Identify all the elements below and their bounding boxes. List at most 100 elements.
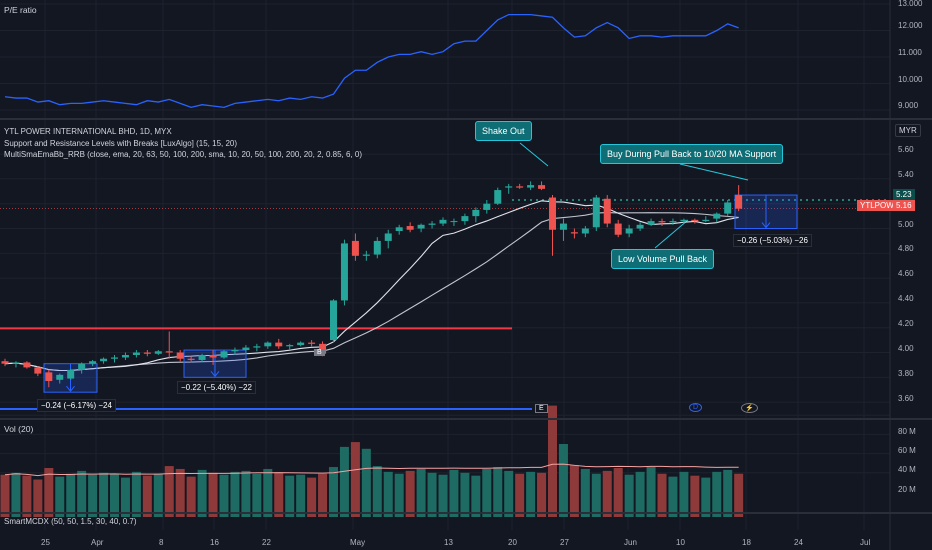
- pe-tick: 10.000: [898, 75, 923, 84]
- buy-pullback-callout[interactable]: Buy During Pull Back to 10/20 MA Support: [600, 144, 784, 164]
- candle-body: [636, 224, 644, 229]
- date-tick: May: [350, 538, 366, 547]
- currency-button[interactable]: MYR: [895, 124, 921, 137]
- volume-bar: [723, 469, 733, 517]
- date-tick: 20: [508, 538, 517, 547]
- volume-bar: [537, 472, 547, 517]
- volume-bar: [712, 471, 722, 517]
- volume-bar: [635, 471, 645, 517]
- volume-bar: [372, 466, 382, 517]
- date-tick: Jun: [624, 538, 637, 547]
- indicator-1-title[interactable]: Support and Resistance Levels with Break…: [4, 139, 238, 148]
- candle-body: [111, 357, 118, 359]
- volume-bar: [175, 468, 185, 517]
- volume-bar: [219, 474, 229, 517]
- volume-bar: [493, 467, 503, 517]
- date-tick: 10: [676, 538, 685, 547]
- volume-bar: [482, 468, 492, 517]
- candle-body: [286, 345, 294, 347]
- volume-bar: [526, 471, 536, 517]
- volume-bar: [646, 467, 656, 517]
- last-price-tag: 5.16: [893, 200, 915, 211]
- pe-ratio-line: [4, 13, 739, 109]
- volume-tick: 40 M: [898, 465, 916, 474]
- volume-bar: [241, 470, 251, 517]
- candle-body: [581, 228, 589, 234]
- low-volume-callout[interactable]: Low Volume Pull Back: [611, 249, 715, 269]
- candle-body: [592, 197, 600, 228]
- candle-body: [330, 300, 337, 341]
- candle-body: [56, 374, 64, 380]
- pe-tick: 9.000: [898, 101, 919, 110]
- candle-body: [538, 185, 546, 189]
- volume-bar: [504, 470, 514, 517]
- volume-bar: [657, 473, 667, 517]
- dividend-d-marker[interactable]: D: [689, 403, 703, 412]
- volume-bar: [548, 405, 557, 517]
- candle-body: [319, 343, 327, 354]
- date-tick: 27: [560, 538, 569, 547]
- candle-body: [165, 351, 173, 353]
- candle-body: [362, 254, 370, 256]
- volume-bar: [690, 475, 700, 517]
- date-tick: 18: [742, 538, 751, 547]
- price-tick: 5.40: [898, 170, 914, 179]
- volume-bar: [471, 475, 481, 517]
- volume-bar: [153, 473, 163, 517]
- candle-body: [154, 351, 162, 354]
- volume-pane-title[interactable]: Vol (20): [4, 424, 34, 434]
- measure-box-1-arrow-head: [66, 385, 75, 393]
- volume-bar: [33, 479, 43, 517]
- candle-body: [143, 352, 151, 354]
- candle-body: [417, 224, 425, 229]
- earnings-e-marker[interactable]: E: [535, 404, 548, 413]
- candle-body: [242, 347, 250, 351]
- volume-bar: [569, 465, 579, 517]
- date-tick: 16: [210, 538, 219, 547]
- volume-bar: [679, 471, 689, 517]
- smartmcdx-pane-title[interactable]: SmartMCDX (50, 50, 1.5, 30, 40, 0.7): [4, 517, 137, 526]
- candle-body: [450, 221, 458, 223]
- volume-bar: [274, 472, 284, 517]
- main-pane-title: YTL POWER INTERNATIONAL BHD, 1D, MYX: [4, 127, 172, 136]
- measure-box-2-arrow-head: [210, 371, 220, 378]
- candle-body: [461, 216, 469, 222]
- volume-bar: [11, 472, 21, 517]
- candle-body: [187, 358, 195, 360]
- volume-bar: [668, 476, 678, 517]
- volume-tick: 20 M: [898, 485, 916, 494]
- measure-box-3-arrow-head: [761, 222, 771, 229]
- date-tick: Apr: [91, 538, 104, 547]
- indicator-2-title[interactable]: MultiSmaEmaBb_RRB (close, ema, 20, 63, 5…: [4, 150, 362, 159]
- shake-out-callout[interactable]: Shake Out: [475, 121, 532, 141]
- candle-body: [23, 362, 31, 368]
- shake-out-pointer: [519, 142, 549, 167]
- breakout-b-marker[interactable]: B: [314, 349, 325, 356]
- pe-tick: 13.000: [898, 0, 923, 8]
- volume-bar: [339, 446, 349, 517]
- volume-bar: [252, 473, 262, 517]
- pe-tick: 11.000: [898, 48, 922, 57]
- volume-bar: [164, 466, 174, 517]
- candle-body: [176, 352, 184, 359]
- split-icon[interactable]: ⚡: [741, 403, 758, 413]
- volume-bar: [460, 472, 470, 517]
- candle-body: [724, 202, 732, 214]
- price-tick: 3.60: [898, 394, 914, 403]
- symbol-tag: YTLPOWR: [857, 200, 903, 211]
- price-tick: 5.60: [898, 145, 914, 154]
- volume-bar: [602, 470, 612, 517]
- candle-body: [647, 221, 655, 225]
- date-tick: 22: [262, 538, 271, 547]
- candle-body: [505, 186, 513, 188]
- volume-bar: [580, 468, 590, 517]
- price-tick: 4.20: [898, 319, 914, 328]
- candle-body: [12, 362, 20, 364]
- volume-tick: 60 M: [898, 446, 916, 455]
- candle-body: [702, 219, 710, 222]
- candle-body: [735, 195, 743, 209]
- moving-averages: [4, 200, 739, 372]
- volume-bar: [120, 477, 130, 517]
